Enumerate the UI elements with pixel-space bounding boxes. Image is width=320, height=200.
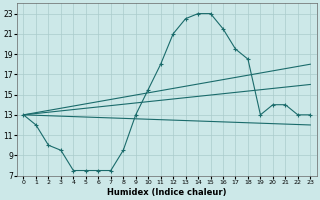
- X-axis label: Humidex (Indice chaleur): Humidex (Indice chaleur): [107, 188, 227, 197]
